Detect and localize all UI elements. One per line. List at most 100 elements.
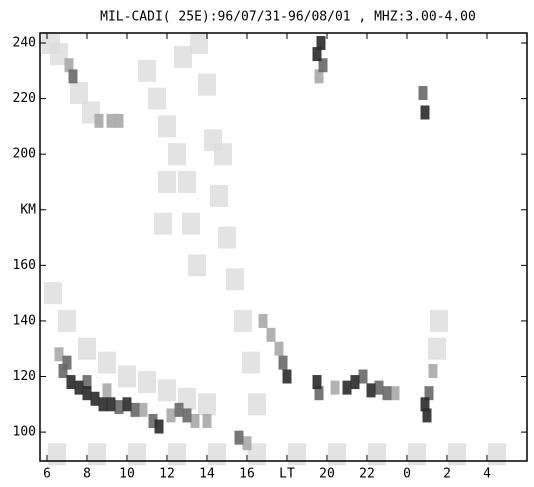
echo-cell xyxy=(158,379,176,402)
echo-cell xyxy=(448,443,466,466)
echo-cell xyxy=(48,443,66,466)
echo-cell xyxy=(106,397,116,412)
chart-title: MIL-CADI( 25E):96/07/31-96/08/01 , MHZ:3… xyxy=(100,10,476,25)
echo-cell xyxy=(312,47,322,62)
echo-cell xyxy=(342,380,352,395)
echo-cell xyxy=(428,363,438,378)
echo-cell xyxy=(138,402,148,417)
echo-cell xyxy=(88,443,106,466)
echo-cell xyxy=(66,375,76,390)
y-tick-label: 240 xyxy=(13,36,36,51)
echo-cell xyxy=(288,443,306,466)
echo-cell xyxy=(248,443,266,466)
x-tick-label: 14 xyxy=(199,467,215,482)
echo-cell xyxy=(198,393,216,416)
echo-cell xyxy=(44,282,62,305)
echo-cell xyxy=(106,113,116,128)
echo-cell xyxy=(350,375,360,390)
echo-cell xyxy=(68,69,78,84)
echo-cell xyxy=(382,386,392,401)
echo-cell xyxy=(114,400,124,415)
echo-cell xyxy=(374,380,384,395)
echo-cell xyxy=(358,369,368,384)
echo-cell xyxy=(158,170,176,193)
echo-cell xyxy=(248,393,266,416)
echo-cell xyxy=(94,113,104,128)
echo-cell xyxy=(82,386,92,401)
echo-cell xyxy=(428,337,446,360)
echo-cell xyxy=(58,363,68,378)
echo-cell xyxy=(234,309,252,332)
x-tick-label: 12 xyxy=(159,467,175,482)
echo-cell xyxy=(182,212,200,235)
echo-cell xyxy=(78,337,96,360)
echo-cell xyxy=(168,443,186,466)
echo-cell xyxy=(420,105,430,120)
echo-cell xyxy=(210,184,228,207)
echo-cell xyxy=(266,327,276,342)
echo-cell xyxy=(366,383,376,398)
echo-cell xyxy=(202,413,212,428)
echo-cell xyxy=(114,113,124,128)
echo-cell xyxy=(190,32,208,55)
echo-cell xyxy=(102,383,112,398)
x-tick-label: LT xyxy=(279,467,295,482)
x-tick-label: 0 xyxy=(403,467,411,482)
echo-cells xyxy=(42,32,506,466)
echo-cell xyxy=(330,380,340,395)
y-tick-label: 120 xyxy=(13,369,36,384)
echo-cell xyxy=(58,309,76,332)
echo-cell xyxy=(118,365,136,388)
echo-cell xyxy=(282,369,292,384)
echo-cell xyxy=(54,347,64,362)
echo-cell xyxy=(90,391,100,406)
echo-cell xyxy=(148,87,166,110)
echo-cell xyxy=(166,408,176,423)
echo-cell xyxy=(242,351,260,374)
echo-cell xyxy=(138,59,156,82)
echo-cell xyxy=(98,397,108,412)
echo-cell xyxy=(242,436,252,451)
echo-cell xyxy=(408,443,426,466)
echo-cell xyxy=(148,413,158,428)
x-tick-label: 20 xyxy=(319,467,335,482)
echo-cell xyxy=(64,58,74,73)
echo-cell xyxy=(488,443,506,466)
x-tick-label: 22 xyxy=(359,467,375,482)
echo-cell xyxy=(328,443,346,466)
y-tick-label: 140 xyxy=(13,313,36,328)
echo-cell xyxy=(154,419,164,434)
y-tick-label: 100 xyxy=(13,425,36,440)
y-tick-label: 220 xyxy=(13,91,36,106)
x-tick-label: 16 xyxy=(239,467,255,482)
echo-cell xyxy=(158,115,176,138)
echo-cell xyxy=(198,73,216,96)
echo-cell xyxy=(168,143,186,166)
echo-cell xyxy=(420,397,430,412)
echo-cell xyxy=(424,386,434,401)
echo-cell xyxy=(128,443,146,466)
echo-cell xyxy=(368,443,386,466)
echo-cell xyxy=(234,430,244,445)
x-tick-label: 6 xyxy=(43,467,51,482)
echo-cell xyxy=(174,402,184,417)
echo-cell xyxy=(62,355,72,370)
echo-cell xyxy=(430,309,448,332)
x-tick-label: 4 xyxy=(483,467,491,482)
echo-cell xyxy=(130,402,140,417)
echo-cell xyxy=(74,380,84,395)
echo-cell xyxy=(274,341,284,356)
echo-cell xyxy=(316,36,326,51)
echo-cell xyxy=(182,408,192,423)
echo-cell xyxy=(82,375,92,390)
echo-cell xyxy=(174,45,192,68)
x-tick-label: 10 xyxy=(119,467,135,482)
x-tick-label: 2 xyxy=(443,467,451,482)
echo-cell xyxy=(314,69,324,84)
echo-cell xyxy=(318,58,328,73)
echo-cell xyxy=(190,413,200,428)
echo-cell xyxy=(188,254,206,277)
echo-cell xyxy=(154,212,172,235)
